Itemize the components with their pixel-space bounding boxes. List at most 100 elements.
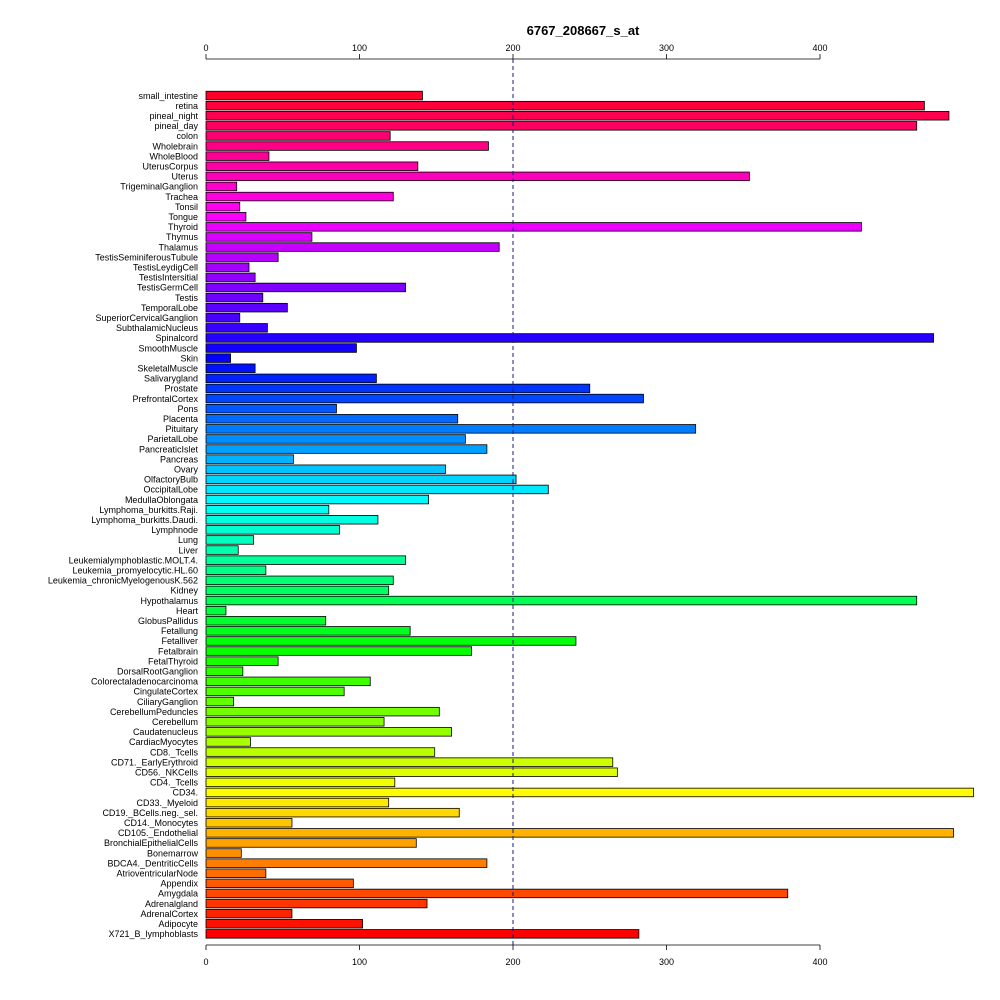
category-label: CD105._Endothelial <box>118 828 198 838</box>
bar-CD34. <box>205 787 974 798</box>
category-label: BronchialEpithelialCells <box>104 838 199 848</box>
bar-Salivarygland <box>205 373 377 384</box>
category-label: Lymphoma_burkitts.Raji. <box>99 505 198 515</box>
bar-CiliaryGanglion <box>205 696 235 707</box>
category-label: Fetallung <box>161 626 198 636</box>
bar-Pancreas <box>205 454 294 464</box>
bar-Hypothalamus <box>205 595 918 606</box>
bar-Placenta <box>205 414 459 424</box>
bar-SubthalamicNucleus <box>205 323 268 333</box>
category-label: TrigeminalGanglion <box>120 182 198 192</box>
bar-WholeBlood <box>205 151 270 161</box>
category-label: SuperiorCervicalGanglion <box>95 313 198 323</box>
bar-OlfactoryBulb <box>205 474 517 485</box>
category-label: Lymphoma_burkitts.Daudi. <box>91 515 198 525</box>
category-label: Leukemia_chronicMyelogenousK.562 <box>48 576 198 586</box>
bar-PrefrontalCortex <box>205 393 644 404</box>
bar-Amygdala <box>205 888 789 899</box>
bar-SuperiorCervicalGanglion <box>205 313 241 323</box>
bar-X721_B_lymphoblasts <box>205 929 640 939</box>
tick-label: 300 <box>659 43 674 53</box>
category-label: Pancreas <box>160 454 199 464</box>
tick-label: 100 <box>352 957 367 967</box>
bar-Testis <box>205 292 264 303</box>
bar-Fetalbrain <box>205 646 472 656</box>
bar-TestisGermCell <box>205 282 406 293</box>
category-label: MedullaOblongata <box>125 495 198 505</box>
category-label: UterusCorpus <box>142 161 198 171</box>
tick-label: 0 <box>203 957 208 967</box>
bar-Tonsil <box>205 201 241 212</box>
tick-label: 200 <box>505 43 520 53</box>
category-label: Testis <box>175 293 199 303</box>
category-label: TestisGermCell <box>137 283 198 293</box>
category-label: CerebellumPeduncles <box>110 707 199 717</box>
bar-Prostate <box>205 383 591 394</box>
bar-Leukemia_chronicMyelogenousK.562 <box>205 575 394 586</box>
bar-Spinalcord <box>205 333 934 343</box>
category-label: CD56._NKCells <box>135 767 199 777</box>
category-labels: small_intestineretinapineal_nightpineal_… <box>48 91 199 939</box>
category-label: Leukemia_promyelocytic.HL.60 <box>72 565 198 575</box>
bar-SmoothMuscle <box>205 343 357 353</box>
bar-FetalThyroid <box>205 656 279 666</box>
bar-PancreaticIslet <box>205 444 488 454</box>
bar-Bonemarrow <box>205 848 242 858</box>
bar-CD105._Endothelial <box>205 828 954 838</box>
bar-retina <box>205 100 925 111</box>
category-label: SubthalamicNucleus <box>116 323 199 333</box>
category-label: SkeletalMuscle <box>137 363 198 373</box>
bar-Tongue <box>205 212 247 222</box>
category-label: Lymphnode <box>151 525 198 535</box>
bottom-axis: 0 100 200 300 400 <box>203 944 828 967</box>
bar-CD56._NKCells <box>205 767 618 777</box>
bar-CD8._Tcells <box>205 747 436 757</box>
category-label: X721_B_lymphoblasts <box>108 929 198 939</box>
category-label: GlobusPallidus <box>138 616 199 626</box>
category-label: Kidney <box>170 586 198 596</box>
bar-small_intestine <box>205 90 423 101</box>
bar-CerebellumPeduncles <box>205 706 440 717</box>
bar-CD33._Myeloid <box>205 797 390 808</box>
tick-label: 300 <box>659 957 674 967</box>
tick-label: 100 <box>352 43 367 53</box>
bar-Lymphoma_burkitts.Raji. <box>205 504 330 515</box>
tick-label: 400 <box>812 43 827 53</box>
category-label: small_intestine <box>138 91 198 101</box>
bar-Pons <box>205 403 337 414</box>
category-label: Wholebrain <box>152 141 198 151</box>
category-label: AtrioventricularNode <box>116 868 198 878</box>
category-label: CingulateCortex <box>133 687 198 697</box>
bar-TestisIntersitial <box>205 272 256 283</box>
category-label: TestisIntersitial <box>139 273 198 283</box>
category-label: Thymus <box>166 232 199 242</box>
bar-DorsalRootGanglion <box>205 666 244 676</box>
bar-AtrioventricularNode <box>205 868 267 878</box>
category-label: PancreaticIslet <box>139 444 199 454</box>
bar-Caudatenucleus <box>205 727 453 737</box>
category-label: OlfactoryBulb <box>144 475 198 485</box>
bar-Trachea <box>205 191 394 202</box>
category-label: TestisSeminiferousTubule <box>95 252 198 262</box>
bar-CD14._Monocytes <box>205 818 293 828</box>
category-label: Colorectaladenocarcinoma <box>91 677 198 687</box>
category-label: BDCA4._DentriticCells <box>107 858 198 868</box>
bar-CardiacMyocytes <box>205 737 251 747</box>
category-label: SmoothMuscle <box>138 343 198 353</box>
category-label: CD8._Tcells <box>150 747 199 757</box>
category-label: AdrenalCortex <box>140 909 198 919</box>
tick-label: 200 <box>505 957 520 967</box>
tick-label: 0 <box>203 43 208 53</box>
category-label: CiliaryGanglion <box>137 697 198 707</box>
chart-title: 6767_208667_s_at <box>527 23 640 38</box>
category-label: OccipitalLobe <box>143 485 198 495</box>
bar-Fetallung <box>205 626 411 636</box>
bar-ParietalLobe <box>205 434 466 444</box>
bar-pineal_day <box>205 121 918 131</box>
bar-Colorectaladenocarcinoma <box>205 676 371 687</box>
tick-label: 400 <box>812 957 827 967</box>
top-axis: 0 100 200 300 400 <box>203 43 828 60</box>
bar-Thalamus <box>205 242 500 252</box>
category-label: CD33._Myeloid <box>136 798 198 808</box>
bar-Uterus <box>205 171 750 182</box>
